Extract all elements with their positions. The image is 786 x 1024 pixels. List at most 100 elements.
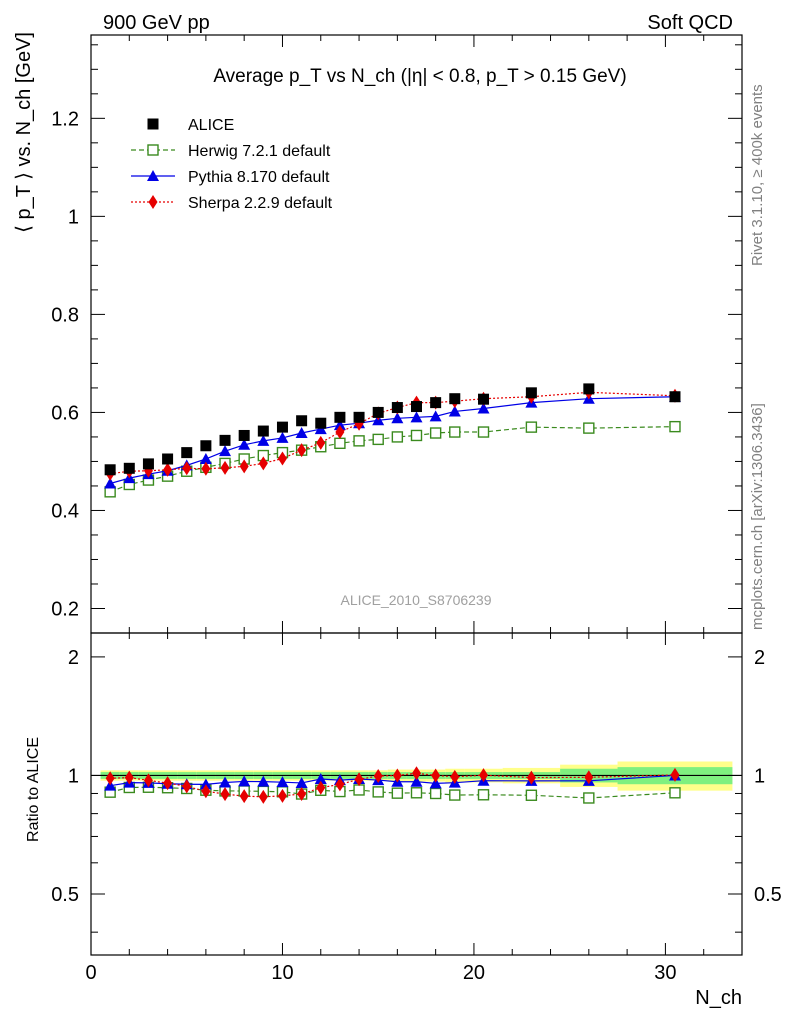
ratio-point <box>276 776 289 788</box>
ratio-point <box>477 789 490 801</box>
data-point <box>201 461 211 476</box>
y-tick-label: 0.8 <box>51 304 79 326</box>
data-point <box>296 415 308 427</box>
data-point <box>199 452 212 464</box>
series-line <box>109 426 675 493</box>
ratio-point <box>431 768 441 783</box>
ratio-point <box>526 770 536 785</box>
data-point <box>525 387 537 399</box>
data-point <box>123 462 135 474</box>
ratio-point <box>353 784 365 796</box>
data-point <box>353 411 365 423</box>
ratio-point <box>143 773 153 788</box>
data-point <box>142 458 154 470</box>
axes-ticks: 0 10 20 30 0.2 0.4 0.6 0.8 1 1.2 0.5 0.5 1 1 2 2 <box>51 35 782 984</box>
data-point <box>391 412 404 424</box>
data-point <box>449 426 461 438</box>
ratio-point <box>373 769 383 784</box>
data-point <box>276 421 288 433</box>
legend-label: Herwig 7.2.1 default <box>188 143 331 160</box>
analysis-label: ALICE_2010_S8706239 <box>340 592 491 608</box>
ratio-point <box>316 780 326 795</box>
ratio-point <box>105 771 115 786</box>
y-tick-label: 0.4 <box>51 500 79 522</box>
data-point <box>410 411 423 423</box>
legend-marker <box>147 144 159 156</box>
ratio-point <box>412 766 421 781</box>
ratio-point <box>449 789 461 801</box>
data-point <box>257 425 269 437</box>
ratio-point <box>670 767 680 782</box>
data-point <box>477 426 490 438</box>
mcplots-label: mcplots.cern.ch [arXiv:1306.3436] <box>749 403 766 630</box>
data-point <box>315 417 327 429</box>
legend-label: ALICE <box>188 117 234 134</box>
series-main <box>104 383 681 498</box>
data-point <box>391 402 403 414</box>
data-point <box>316 435 326 450</box>
plot-title: Average p_T vs N_ch (|η| < 0.8, p_T > 0.… <box>213 66 626 87</box>
rivet-label: Rivet 3.1.10, ≥ 400k events <box>749 84 766 266</box>
data-point <box>477 402 490 414</box>
legend-label: Pythia 8.170 default <box>188 169 330 186</box>
ratio-point <box>219 776 232 788</box>
data-point <box>525 421 538 433</box>
data-point <box>297 443 307 458</box>
ratio-point <box>335 777 345 792</box>
ratio-point <box>201 784 211 799</box>
ratio-tick-label-left: 1 <box>68 765 79 787</box>
ratio-tick-label-left: 0.5 <box>51 884 79 906</box>
data-point <box>219 445 232 457</box>
ratio-point <box>220 787 230 802</box>
data-point <box>219 434 231 446</box>
y-tick-label: 0.2 <box>51 598 79 620</box>
ratio-point <box>239 789 249 804</box>
ratio-tick-label-right: 1 <box>754 765 765 787</box>
ratio-tick-label-right: 2 <box>754 647 765 669</box>
data-point <box>669 391 681 403</box>
series-ratio <box>104 766 681 804</box>
legend-marker <box>148 195 158 209</box>
data-point <box>276 431 289 443</box>
data-point <box>669 420 681 433</box>
data-point <box>220 460 230 475</box>
ratio-point <box>392 768 402 783</box>
data-point <box>449 393 461 405</box>
data-point <box>239 459 249 474</box>
data-point <box>238 429 250 441</box>
data-point <box>429 427 442 439</box>
y-tick-label: 1.2 <box>51 108 79 130</box>
ratio-point <box>450 769 460 784</box>
data-point <box>257 434 270 446</box>
data-point <box>333 419 346 431</box>
data-point <box>182 461 192 476</box>
ratio-point <box>354 772 364 787</box>
ratio-point <box>410 787 423 799</box>
data-point <box>335 425 345 440</box>
ratio-point <box>258 789 268 804</box>
data-point <box>372 433 384 446</box>
ratio-point <box>163 776 173 791</box>
ratio-point <box>297 787 307 802</box>
ratio-point <box>479 768 489 783</box>
ratio-point <box>525 789 538 801</box>
data-point <box>104 477 117 489</box>
ratio-point <box>124 770 134 785</box>
ratio-point <box>429 777 442 789</box>
ratio-point <box>199 778 212 790</box>
category-label: Soft QCD <box>647 12 733 34</box>
x-tick-label: 10 <box>271 962 293 984</box>
data-point <box>583 422 595 434</box>
ratio-point <box>295 776 308 788</box>
ratio-point <box>182 779 192 794</box>
ratio-y-axis-label: Ratio to ALICE <box>25 737 42 842</box>
legend-marker <box>147 118 159 130</box>
data-point <box>163 462 173 477</box>
data-point <box>372 406 384 418</box>
ratio-point <box>257 775 270 787</box>
data-point <box>277 451 287 466</box>
data-point <box>200 440 212 452</box>
data-point <box>478 393 490 405</box>
data-point <box>411 401 422 413</box>
